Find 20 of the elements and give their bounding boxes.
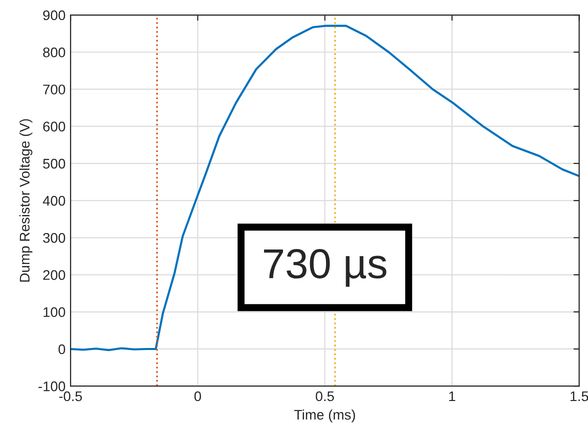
- annotation: 730 µs: [264, 249, 386, 287]
- x-axis-title: Time (ms): [294, 409, 355, 422]
- y-tick-label: 300: [43, 233, 66, 243]
- x-tick-label: 1: [449, 391, 456, 402]
- y-tick-label: 100: [44, 307, 66, 318]
- y-axis-title: Dump Resistor Voltage (V): [19, 119, 32, 282]
- y-tick-label: 600: [43, 122, 66, 132]
- y-tick-label: -100: [38, 381, 66, 392]
- y-tick-label: 200: [43, 270, 66, 280]
- line-series: [70, 24, 580, 352]
- x-tick-label: 0: [194, 391, 202, 402]
- x-tick-label: -0.5: [59, 391, 82, 402]
- y-tick-label: 0: [58, 344, 66, 354]
- y-tick-label: 500: [43, 158, 66, 169]
- y-tick-label: 700: [43, 84, 66, 94]
- y-tick-label: 400: [42, 196, 66, 206]
- x-tick-label: 0.5: [316, 391, 334, 402]
- y-tick-label: 900: [43, 10, 66, 20]
- y-tick-label: 800: [43, 47, 66, 58]
- x-tick-label: 1.5: [570, 391, 588, 402]
